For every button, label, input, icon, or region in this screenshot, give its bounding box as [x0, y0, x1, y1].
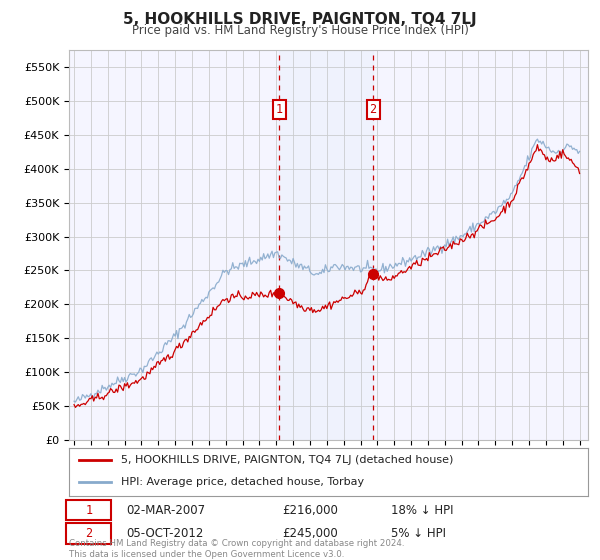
Text: 2: 2 — [85, 527, 92, 540]
Text: Price paid vs. HM Land Registry's House Price Index (HPI): Price paid vs. HM Land Registry's House … — [131, 24, 469, 36]
Text: 5, HOOKHILLS DRIVE, PAIGNTON, TQ4 7LJ: 5, HOOKHILLS DRIVE, PAIGNTON, TQ4 7LJ — [123, 12, 477, 27]
Text: £245,000: £245,000 — [282, 527, 338, 540]
Text: 05-OCT-2012: 05-OCT-2012 — [126, 527, 203, 540]
Text: 2: 2 — [370, 103, 377, 116]
FancyBboxPatch shape — [67, 500, 110, 520]
Bar — [279, 50, 373, 440]
Text: £216,000: £216,000 — [282, 504, 338, 517]
Text: 1: 1 — [85, 504, 92, 517]
Text: 5% ↓ HPI: 5% ↓ HPI — [391, 527, 446, 540]
Text: 18% ↓ HPI: 18% ↓ HPI — [391, 504, 453, 517]
Text: 1: 1 — [275, 103, 283, 116]
FancyBboxPatch shape — [67, 524, 110, 544]
Text: HPI: Average price, detached house, Torbay: HPI: Average price, detached house, Torb… — [121, 477, 364, 487]
Text: 02-MAR-2007: 02-MAR-2007 — [126, 504, 205, 517]
Text: 5, HOOKHILLS DRIVE, PAIGNTON, TQ4 7LJ (detached house): 5, HOOKHILLS DRIVE, PAIGNTON, TQ4 7LJ (d… — [121, 455, 453, 465]
Text: Contains HM Land Registry data © Crown copyright and database right 2024.
This d: Contains HM Land Registry data © Crown c… — [69, 539, 404, 559]
